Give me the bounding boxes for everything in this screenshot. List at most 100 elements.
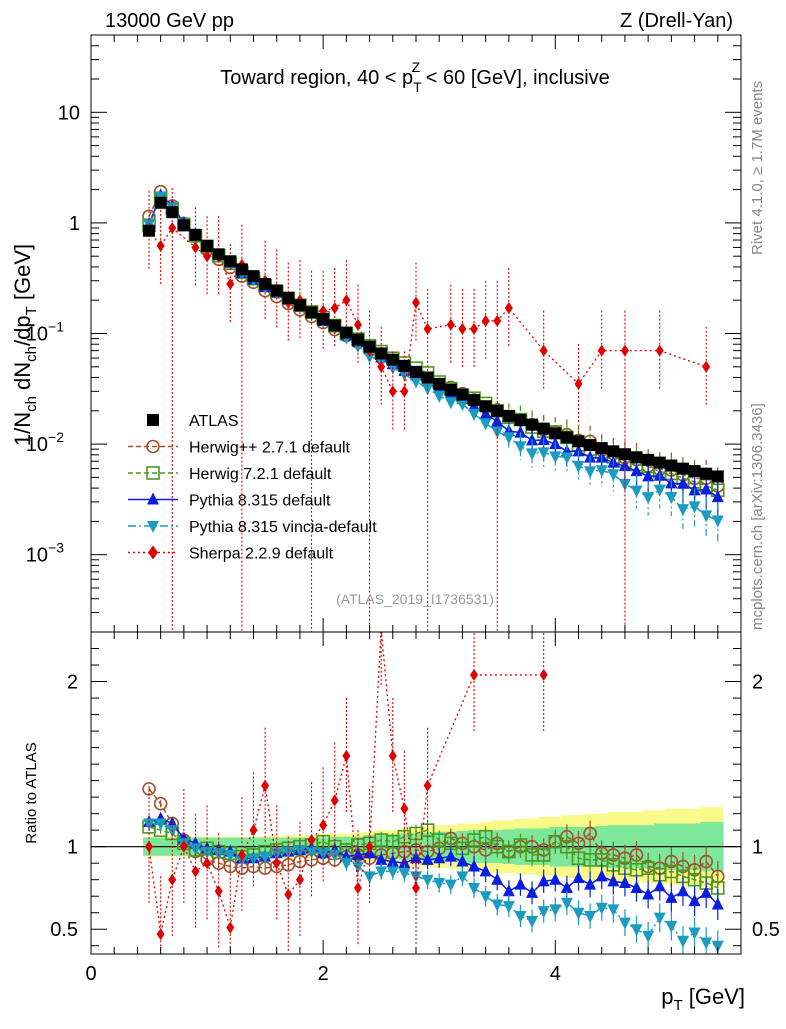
data-point-vincia — [607, 469, 620, 482]
data-point-vincia — [642, 492, 655, 505]
data-point-atlas — [421, 371, 434, 384]
ratio-point-pythia — [398, 856, 411, 869]
ratio-point-pythia — [572, 871, 585, 884]
ratio-point-pythia — [502, 884, 515, 897]
ratio-point-vincia — [572, 907, 585, 920]
ratio-point-sherpa — [423, 779, 432, 792]
data-point-vincia — [398, 369, 411, 382]
ratio-point-pythia — [665, 890, 678, 903]
data-point-pythia — [479, 407, 492, 420]
data-point-sherpa — [400, 385, 409, 398]
data-point-sherpa — [702, 360, 711, 373]
data-point-vincia — [595, 465, 608, 478]
mcplots-label: mcplots.cern.ch [arXiv:1306.3436] — [749, 403, 766, 630]
ratio-point-pythia — [700, 885, 713, 898]
ratio-point-pythia — [549, 872, 562, 885]
legend-label: Sherpa 2.2.9 default — [189, 546, 334, 563]
legend-marker — [147, 414, 159, 426]
header-right: Z (Drell-Yan) — [620, 10, 733, 32]
ratio-point-pythia — [584, 877, 597, 890]
ratio-point-pythia — [386, 854, 399, 867]
x-tick-label: 0 — [85, 963, 96, 985]
data-point-sherpa — [191, 241, 200, 254]
ratio-frame — [90, 631, 742, 955]
data-point-sherpa — [377, 360, 386, 373]
ratio-point-sherpa — [330, 794, 339, 807]
data-point-sherpa — [597, 344, 606, 357]
data-point-sherpa — [203, 250, 212, 263]
ratio-point-vincia — [584, 911, 597, 924]
data-point-vincia — [468, 408, 481, 421]
data-point-atlas — [665, 459, 678, 472]
data-point-vincia — [700, 510, 713, 523]
y-tick-exponent: −2 — [48, 429, 64, 445]
data-point-atlas — [247, 270, 260, 283]
ratio-point-sherpa — [237, 848, 246, 861]
data-point-vincia — [456, 399, 469, 412]
data-point-vincia — [665, 491, 678, 504]
ratio-point-vincia — [444, 879, 457, 892]
ratio-point-pythia — [410, 851, 422, 864]
data-point-atlas — [468, 394, 481, 407]
ratio-point-vincia — [642, 930, 655, 943]
ratio-point-vincia — [560, 897, 573, 910]
data-point-atlas — [456, 388, 469, 401]
data-point-vincia — [514, 441, 527, 454]
data-point-sherpa — [168, 221, 177, 234]
data-point-sherpa — [342, 294, 351, 307]
ratio-point-pythia — [630, 880, 643, 893]
data-point-atlas — [224, 255, 237, 268]
ratio-point-vincia — [456, 871, 469, 884]
data-point-atlas — [212, 248, 225, 261]
ratio-point-vincia — [491, 899, 504, 912]
ratio-point-vincia — [607, 904, 620, 917]
data-point-sherpa — [226, 278, 235, 291]
legend-label: ATLAS — [189, 413, 239, 430]
legend-label: Pythia 8.315 vincia-default — [189, 519, 377, 536]
data-point-atlas — [293, 299, 306, 312]
title-sub: T — [413, 79, 422, 95]
ratio-point-herwigpp — [153, 796, 168, 811]
ratio-point-vincia — [549, 904, 562, 917]
data-point-sherpa — [412, 296, 420, 309]
ratio-point-sherpa — [342, 749, 351, 762]
legend-marker — [146, 439, 160, 454]
ratio-point-vincia — [676, 935, 689, 948]
ratio-point-sherpa — [412, 881, 420, 894]
data-point-vincia — [526, 448, 539, 461]
ratio-point-vincia — [282, 846, 295, 859]
ratio-point-vincia — [433, 877, 446, 890]
title-post: < 60 [GeV], inclusive — [420, 67, 610, 89]
data-point-atlas — [653, 456, 666, 469]
ratio-point-pythia — [433, 851, 446, 864]
main-frame — [90, 34, 742, 633]
data-point-atlas — [444, 383, 457, 396]
data-point-vincia — [618, 478, 631, 491]
data-point-sherpa — [620, 344, 629, 357]
ratio-point-sherpa — [179, 840, 188, 853]
data-point-sherpa — [458, 322, 467, 335]
data-point-atlas — [201, 239, 214, 252]
data-point-atlas — [189, 228, 202, 241]
ratio-point-vincia — [537, 906, 550, 919]
ratio-point-vincia — [340, 858, 353, 871]
data-point-atlas — [386, 353, 399, 366]
y-tick-label: 10−3 — [26, 540, 64, 567]
y-tick-label: 1 — [69, 213, 80, 235]
data-point-sherpa — [481, 314, 490, 327]
data-point-sherpa — [574, 377, 583, 390]
data-point-vincia — [410, 376, 422, 389]
data-point-vincia — [584, 466, 597, 479]
title-pre: Toward region, 40 < p — [220, 67, 413, 89]
x-tick-label: 2 — [318, 963, 329, 985]
data-point-vincia — [444, 397, 457, 410]
data-point-atlas — [282, 291, 295, 304]
ratio-point-sherpa — [261, 779, 270, 792]
ratio-point-sherpa — [379, 632, 383, 635]
header-left: 13000 GeV pp — [105, 10, 234, 32]
ratio-point-vincia — [247, 853, 260, 866]
data-point-vincia — [653, 484, 666, 497]
data-point-vincia — [560, 452, 573, 465]
y-tick-exponent: −3 — [48, 540, 64, 556]
data-point-pythia — [618, 459, 631, 472]
